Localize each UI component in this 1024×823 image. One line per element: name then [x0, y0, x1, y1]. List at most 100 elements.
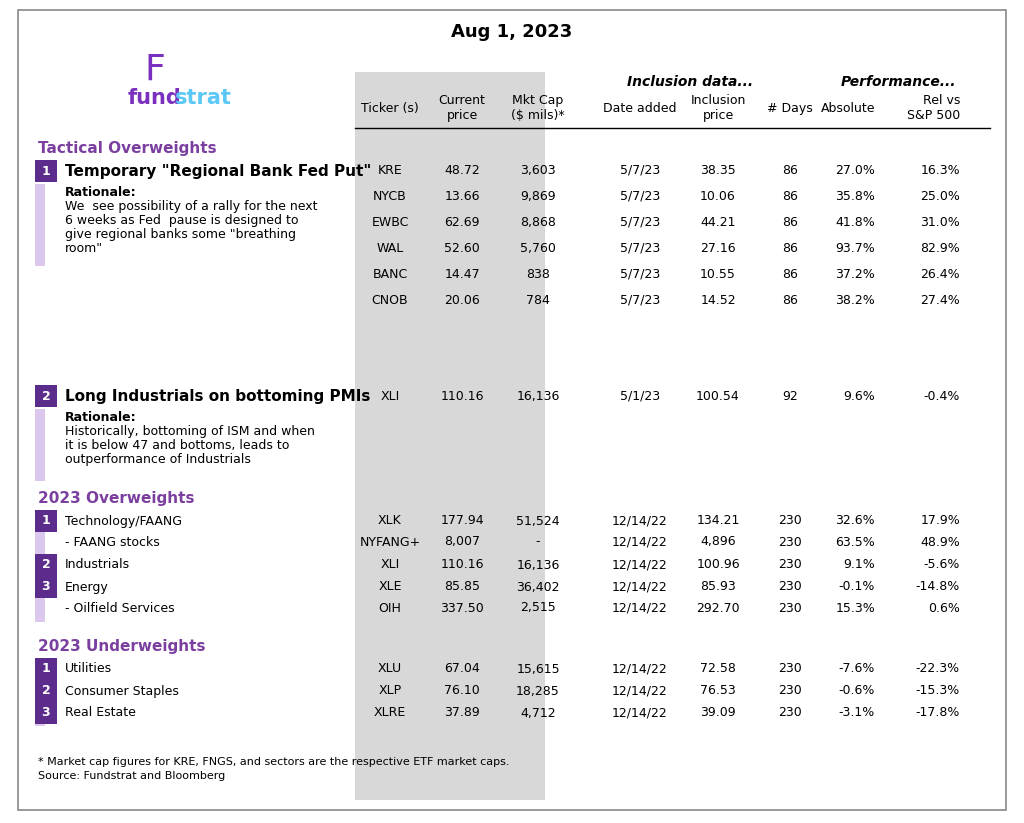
Text: NYCB: NYCB — [373, 189, 407, 202]
Text: 86: 86 — [782, 241, 798, 254]
Text: # Days: # Days — [767, 101, 813, 114]
Text: -15.3%: -15.3% — [915, 685, 961, 698]
Text: 9.6%: 9.6% — [843, 389, 874, 402]
Text: 110.16: 110.16 — [440, 389, 483, 402]
Text: 230: 230 — [778, 706, 802, 719]
Text: 0.6%: 0.6% — [928, 602, 961, 615]
Text: 337.50: 337.50 — [440, 602, 484, 615]
Text: XLI: XLI — [380, 559, 399, 571]
Text: 5/7/23: 5/7/23 — [620, 189, 660, 202]
Text: XLRE: XLRE — [374, 706, 407, 719]
Text: it is below 47 and bottoms, leads to: it is below 47 and bottoms, leads to — [65, 439, 290, 452]
Text: 18,285: 18,285 — [516, 685, 560, 698]
Text: 230: 230 — [778, 536, 802, 548]
Bar — [35, 658, 45, 726]
Text: 16.3%: 16.3% — [921, 164, 961, 176]
Text: 86: 86 — [782, 294, 798, 306]
Text: Source: Fundstrat and Bloomberg: Source: Fundstrat and Bloomberg — [38, 771, 225, 781]
Text: Date added: Date added — [603, 101, 677, 114]
Text: 5/7/23: 5/7/23 — [620, 164, 660, 176]
Text: 62.69: 62.69 — [444, 216, 480, 229]
Text: Aug 1, 2023: Aug 1, 2023 — [452, 23, 572, 41]
Text: 38.35: 38.35 — [700, 164, 736, 176]
Text: 27.0%: 27.0% — [836, 164, 874, 176]
Text: 41.8%: 41.8% — [836, 216, 874, 229]
Text: 1: 1 — [42, 663, 50, 676]
Text: 51,524: 51,524 — [516, 514, 560, 528]
Text: 38.2%: 38.2% — [836, 294, 874, 306]
Text: NYFANG+: NYFANG+ — [359, 536, 421, 548]
Text: 230: 230 — [778, 663, 802, 676]
Text: 1: 1 — [42, 165, 50, 178]
Text: CNOB: CNOB — [372, 294, 409, 306]
Text: 86: 86 — [782, 216, 798, 229]
Text: 93.7%: 93.7% — [836, 241, 874, 254]
Bar — [35, 554, 57, 576]
Text: EWBC: EWBC — [372, 216, 409, 229]
Text: XLI: XLI — [380, 389, 399, 402]
Text: * Market cap figures for KRE, FNGS, and sectors are the respective ETF market ca: * Market cap figures for KRE, FNGS, and … — [38, 757, 510, 767]
Text: 4,712: 4,712 — [520, 706, 556, 719]
Text: 6 weeks as Fed  pause is designed to: 6 weeks as Fed pause is designed to — [65, 213, 299, 226]
Text: BANC: BANC — [373, 267, 408, 281]
Text: 3: 3 — [42, 706, 50, 719]
Text: XLK: XLK — [378, 514, 401, 528]
Text: 44.21: 44.21 — [700, 216, 736, 229]
Text: -5.6%: -5.6% — [924, 559, 961, 571]
Text: -22.3%: -22.3% — [915, 663, 961, 676]
Text: room": room" — [65, 241, 103, 254]
Text: 230: 230 — [778, 514, 802, 528]
Bar — [35, 385, 57, 407]
Text: 27.16: 27.16 — [700, 241, 736, 254]
Text: 14.47: 14.47 — [444, 267, 480, 281]
Text: 5/1/23: 5/1/23 — [620, 389, 660, 402]
Text: Utilities: Utilities — [65, 663, 112, 676]
Text: 5/7/23: 5/7/23 — [620, 267, 660, 281]
Text: 3: 3 — [42, 580, 50, 593]
Text: give regional banks some "breathing: give regional banks some "breathing — [65, 227, 296, 240]
Text: We  see possibility of a rally for the next: We see possibility of a rally for the ne… — [65, 199, 317, 212]
Bar — [355, 72, 545, 800]
Text: 230: 230 — [778, 602, 802, 615]
Text: 12/14/22: 12/14/22 — [612, 706, 668, 719]
Bar — [35, 160, 57, 182]
Text: 15,615: 15,615 — [516, 663, 560, 676]
Text: 4,896: 4,896 — [700, 536, 736, 548]
Text: 48.72: 48.72 — [444, 164, 480, 176]
Text: 10.55: 10.55 — [700, 267, 736, 281]
Text: -7.6%: -7.6% — [839, 663, 874, 676]
Text: -0.1%: -0.1% — [839, 580, 874, 593]
Text: OIH: OIH — [379, 602, 401, 615]
Text: Absolute: Absolute — [820, 101, 874, 114]
Text: Real Estate: Real Estate — [65, 706, 136, 719]
Text: 92: 92 — [782, 389, 798, 402]
Text: 12/14/22: 12/14/22 — [612, 514, 668, 528]
Text: XLE: XLE — [378, 580, 401, 593]
Text: 12/14/22: 12/14/22 — [612, 663, 668, 676]
Text: 82.9%: 82.9% — [921, 241, 961, 254]
Text: Historically, bottoming of ISM and when: Historically, bottoming of ISM and when — [65, 425, 314, 438]
Text: 2: 2 — [42, 559, 50, 571]
Text: 3,603: 3,603 — [520, 164, 556, 176]
Text: 8,868: 8,868 — [520, 216, 556, 229]
Text: Tactical Overweights: Tactical Overweights — [38, 141, 217, 156]
Text: 72.58: 72.58 — [700, 663, 736, 676]
Bar — [35, 658, 57, 680]
Bar — [35, 409, 45, 481]
Text: 52.60: 52.60 — [444, 241, 480, 254]
Text: - Oilfield Services: - Oilfield Services — [65, 602, 175, 615]
Text: 12/14/22: 12/14/22 — [612, 536, 668, 548]
Text: 86: 86 — [782, 164, 798, 176]
Text: 838: 838 — [526, 267, 550, 281]
Text: Technology/FAANG: Technology/FAANG — [65, 514, 182, 528]
Text: Rationale:: Rationale: — [65, 411, 136, 424]
Text: -0.4%: -0.4% — [924, 389, 961, 402]
Text: 2: 2 — [42, 389, 50, 402]
Text: 10.06: 10.06 — [700, 189, 736, 202]
Bar — [35, 702, 57, 724]
Text: 48.9%: 48.9% — [921, 536, 961, 548]
Text: 76.10: 76.10 — [444, 685, 480, 698]
Text: Consumer Staples: Consumer Staples — [65, 685, 179, 698]
Text: 784: 784 — [526, 294, 550, 306]
Text: 12/14/22: 12/14/22 — [612, 685, 668, 698]
